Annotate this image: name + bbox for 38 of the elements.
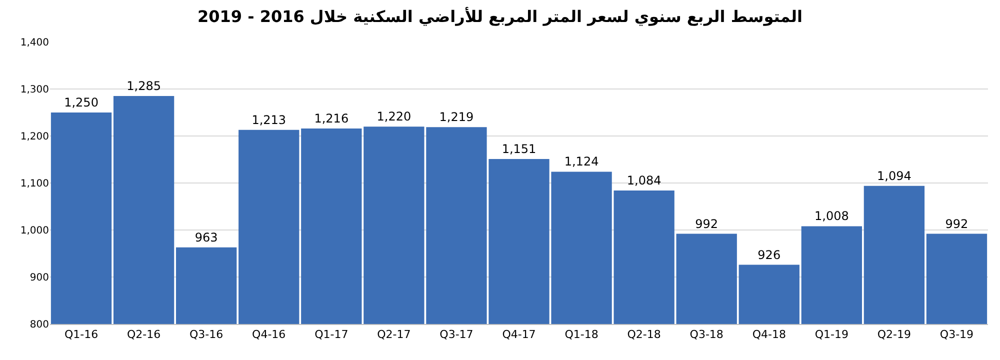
x-tick-label: Q3-16	[190, 328, 224, 342]
x-tick-label: Q1-16	[64, 328, 98, 342]
y-tick-label: 1,300	[20, 84, 49, 96]
data-label: 1,008	[814, 209, 849, 224]
data-label: 963	[194, 230, 218, 244]
x-tick-label: Q2-17	[377, 328, 411, 342]
x-tick-label: Q1-18	[564, 328, 598, 342]
x-tick-label: Q3-19	[940, 328, 974, 342]
y-tick-label: 1,200	[20, 132, 49, 142]
data-label: 1,216	[314, 111, 349, 126]
data-label: 1,285	[126, 79, 161, 94]
x-tick-label: Q2-16	[126, 328, 161, 342]
x-tick-label: Q4-17	[502, 328, 536, 342]
data-label: 1,084	[626, 174, 662, 188]
data-label: 1,124	[564, 154, 599, 169]
x-tick-label: Q2-18	[627, 328, 661, 342]
y-tick-label: 900	[30, 272, 49, 284]
data-label: 1,219	[439, 110, 474, 124]
x-tick-label: Q4-18	[752, 328, 786, 342]
data-label: 1,250	[64, 96, 98, 110]
x-tick-label: Q3-17	[440, 328, 474, 342]
y-tick-label: 800	[30, 320, 49, 330]
x-tick-label: Q1-17	[314, 328, 348, 342]
data-label: 1,094	[877, 168, 912, 183]
y-tick-label: 1,000	[20, 226, 49, 236]
data-label: 1,220	[376, 110, 412, 124]
y-tick-label: 1,400	[20, 38, 49, 48]
chart-title: المتوسط الربع سنوي لسعر المتر المربع للأراضي السكنية خلال 2016 - 2019	[198, 6, 802, 26]
data-label: 992	[945, 216, 968, 231]
x-tick-label: Q4-16	[252, 328, 286, 342]
x-tick-label: Q2-19	[877, 328, 912, 342]
y-tick-label: 1,100	[20, 178, 49, 190]
data-label: 992	[695, 216, 718, 231]
x-tick-label: Q3-18	[690, 328, 724, 342]
data-label: 926	[758, 248, 781, 262]
data-label: 1,213	[252, 112, 286, 127]
data-label: 1,151	[502, 142, 536, 156]
x-tick-label: Q1-19	[814, 328, 848, 342]
